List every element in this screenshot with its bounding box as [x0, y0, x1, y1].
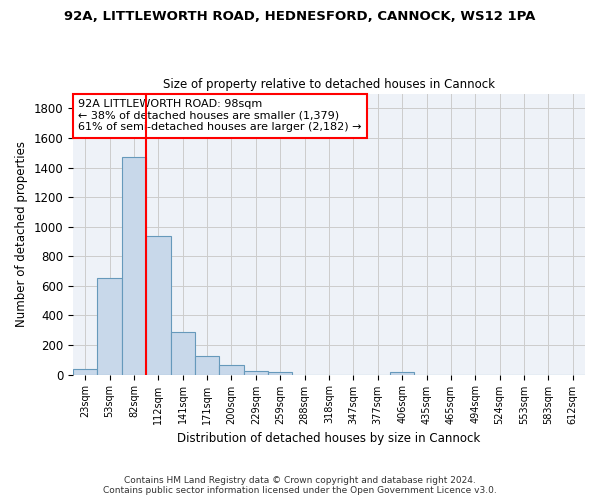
Y-axis label: Number of detached properties: Number of detached properties — [15, 141, 28, 327]
Title: Size of property relative to detached houses in Cannock: Size of property relative to detached ho… — [163, 78, 495, 91]
Bar — [170, 332, 195, 374]
Bar — [97, 278, 122, 374]
Bar — [195, 356, 220, 374]
Bar — [220, 365, 244, 374]
Text: 92A, LITTLEWORTH ROAD, HEDNESFORD, CANNOCK, WS12 1PA: 92A, LITTLEWORTH ROAD, HEDNESFORD, CANNO… — [64, 10, 536, 23]
Bar — [390, 372, 415, 374]
Bar — [244, 371, 268, 374]
Text: Contains HM Land Registry data © Crown copyright and database right 2024.
Contai: Contains HM Land Registry data © Crown c… — [103, 476, 497, 495]
X-axis label: Distribution of detached houses by size in Cannock: Distribution of detached houses by size … — [178, 432, 481, 445]
Bar — [73, 368, 97, 374]
Bar — [268, 372, 292, 374]
Bar — [122, 157, 146, 374]
Bar — [146, 236, 170, 374]
Text: 92A LITTLEWORTH ROAD: 98sqm
← 38% of detached houses are smaller (1,379)
61% of : 92A LITTLEWORTH ROAD: 98sqm ← 38% of det… — [78, 99, 362, 132]
